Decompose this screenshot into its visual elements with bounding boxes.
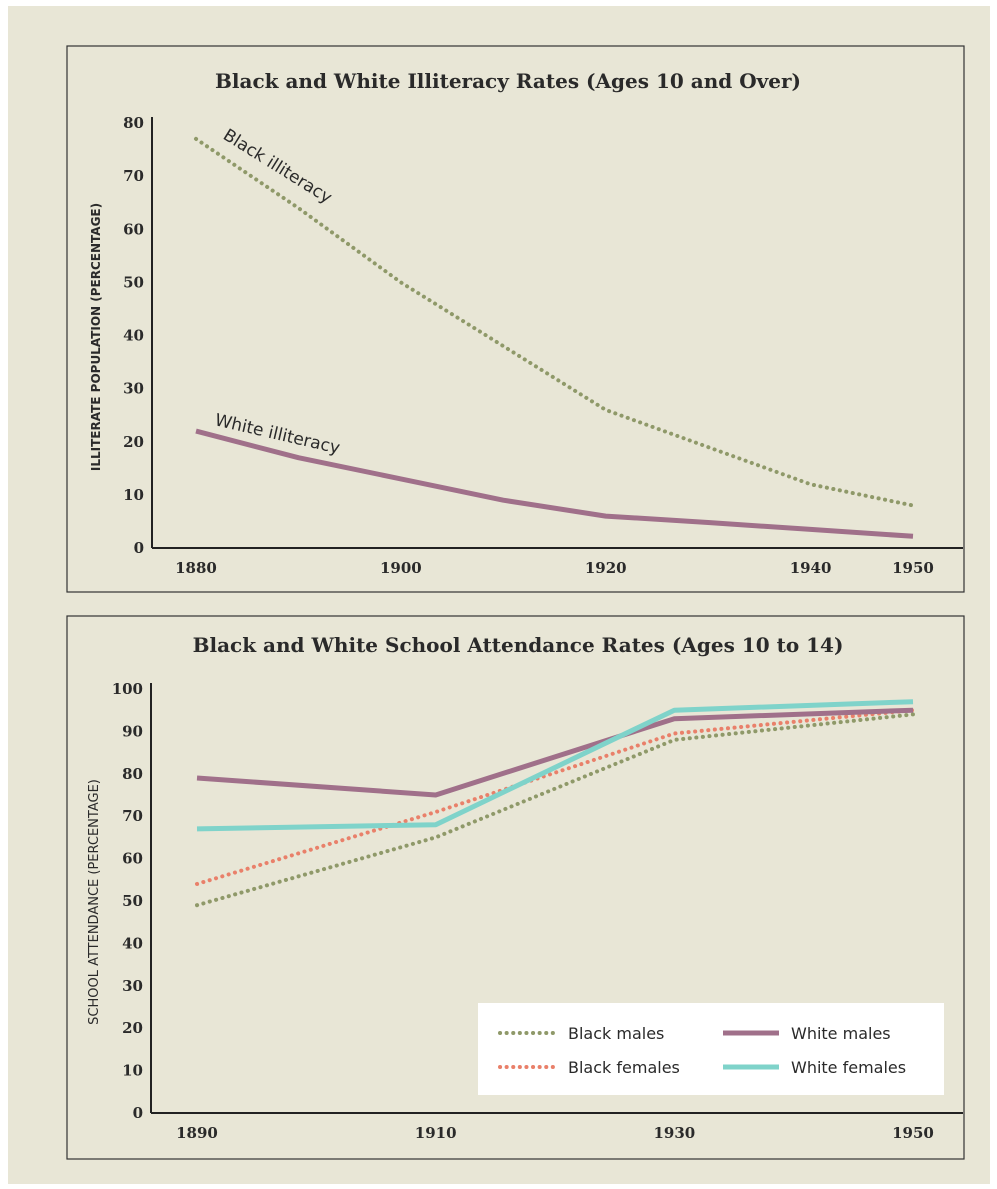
y-tick-label: 90: [122, 722, 143, 740]
y-tick-label: 100: [112, 680, 143, 698]
y-tick-label: 40: [123, 327, 144, 345]
series-line-black-females: [195, 708, 915, 886]
x-tick-label: 1890: [176, 1124, 218, 1142]
series-line-white-illiteracy: [195, 428, 914, 539]
y-tick-label: 80: [123, 114, 144, 132]
y-tick-label: 60: [123, 220, 144, 238]
chart1-y-axis-label: ILLITERATE POPULATION (PERCENTAGE): [89, 203, 103, 471]
chart2-title: Black and White School Attendance Rates …: [193, 633, 844, 657]
figure-background: [8, 6, 990, 1184]
series-line-black-illiteracy: [194, 136, 915, 508]
y-tick-label: 30: [123, 380, 144, 398]
y-tick-label: 60: [122, 850, 143, 868]
chart2-legend-box: [478, 1003, 944, 1095]
legend-label-black-males: Black males: [568, 1024, 664, 1043]
y-tick-label: 20: [123, 433, 144, 451]
y-tick-label: 20: [122, 1019, 143, 1037]
x-tick-label: 1940: [790, 559, 832, 577]
series-line-white-males: [196, 707, 914, 798]
x-tick-label: 1950: [892, 1124, 934, 1142]
x-tick-label: 1950: [892, 559, 934, 577]
y-tick-label: 50: [123, 273, 144, 291]
legend-label-black-females: Black females: [568, 1058, 680, 1077]
chart1-title: Black and White Illiteracy Rates (Ages 1…: [215, 69, 801, 93]
y-tick-label: 70: [123, 167, 144, 185]
chart2-frame: [66, 615, 965, 1160]
y-tick-label: 10: [122, 1062, 143, 1080]
y-tick-label: 30: [122, 977, 143, 995]
legend-label-white-females: White females: [791, 1058, 906, 1077]
x-tick-label: 1900: [380, 559, 422, 577]
y-tick-label: 40: [122, 934, 143, 952]
y-tick-label: 80: [122, 765, 143, 783]
y-tick-label: 50: [122, 892, 143, 910]
legend-label-white-males: White males: [791, 1024, 891, 1043]
y-tick-label: 0: [133, 1104, 143, 1122]
chart1-frame: [66, 45, 965, 593]
y-tick-label: 10: [123, 486, 144, 504]
x-tick-label: 1930: [653, 1124, 695, 1142]
series-line-black-males: [195, 712, 915, 908]
x-tick-label: 1920: [585, 559, 627, 577]
chart2-y-axis-label: SCHOOL ATTENDANCE (PERCENTAGE): [87, 779, 102, 1025]
x-tick-label: 1880: [175, 559, 217, 577]
series-line-white-females: [196, 699, 914, 832]
y-tick-label: 70: [122, 807, 143, 825]
y-tick-label: 0: [134, 539, 144, 557]
x-tick-label: 1910: [415, 1124, 457, 1142]
